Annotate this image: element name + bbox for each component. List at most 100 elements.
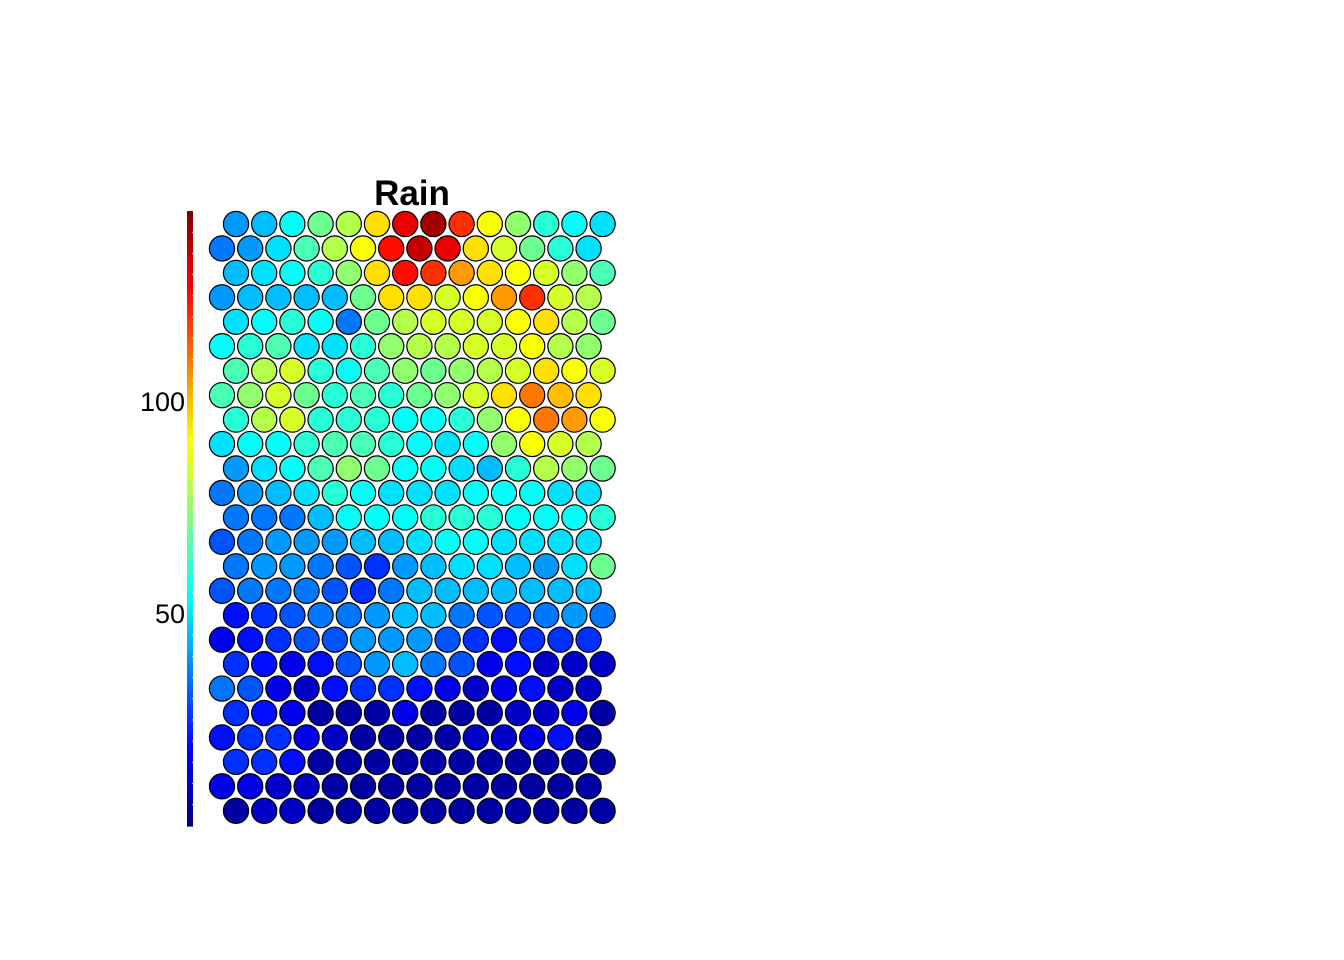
hex-cell xyxy=(575,284,602,311)
hex-cell xyxy=(490,333,518,360)
hex-cell xyxy=(335,308,362,335)
hex-cell xyxy=(335,406,362,433)
hex-cell xyxy=(251,308,278,335)
hex-cell xyxy=(349,479,377,507)
hex-cell xyxy=(307,797,334,825)
hex-cell xyxy=(448,797,475,825)
hex-cell xyxy=(561,210,588,238)
colorbar-segment xyxy=(187,590,193,596)
hex-cell xyxy=(208,577,236,604)
hex-cell xyxy=(335,357,362,384)
hex-cell xyxy=(434,577,461,604)
colorbar-segment xyxy=(187,544,193,550)
colorbar-segment xyxy=(187,385,193,391)
hex-cell xyxy=(222,553,250,580)
colorbar-segment xyxy=(187,528,193,535)
hex-cell xyxy=(321,773,348,800)
hex-cell xyxy=(392,602,419,629)
hex-cell xyxy=(420,406,447,433)
hex-cell xyxy=(349,235,377,262)
hex-cell xyxy=(236,528,264,556)
hex-cell xyxy=(392,699,419,727)
colorbar-segment xyxy=(187,605,193,612)
hex-cell xyxy=(349,528,377,556)
hex-cell xyxy=(349,675,377,702)
hex-cell xyxy=(533,357,560,384)
colorbar-segment xyxy=(187,236,193,243)
hex-cell xyxy=(279,553,306,580)
hex-cell xyxy=(265,284,292,311)
hex-cell xyxy=(462,577,489,604)
hex-cell xyxy=(476,210,503,238)
colorbar-segment xyxy=(187,738,193,745)
hex-cell xyxy=(406,430,433,458)
hex-cell xyxy=(236,773,264,800)
colorbar-segment xyxy=(187,272,193,279)
hex-cell xyxy=(448,650,475,678)
colorbar-segment xyxy=(187,231,193,238)
hex-cell xyxy=(251,259,278,287)
hex-cell xyxy=(575,773,602,800)
hex-cell xyxy=(265,430,292,458)
hex-cell xyxy=(547,381,574,409)
hex-cell xyxy=(589,455,616,482)
hex-cell xyxy=(307,602,334,629)
hex-cell xyxy=(236,479,264,507)
colorbar-segment xyxy=(187,785,193,791)
colorbar-segment xyxy=(187,339,193,345)
hex-cell xyxy=(519,284,546,311)
hex-cell xyxy=(222,308,250,335)
hex-cell xyxy=(434,235,461,262)
colorbar-segment xyxy=(187,395,193,402)
hex-cell xyxy=(589,650,616,678)
hex-cell xyxy=(434,479,461,507)
colorbar-segment xyxy=(187,723,193,730)
hex-cell xyxy=(236,235,264,262)
hex-cell xyxy=(392,797,419,825)
colorbar-segment xyxy=(187,718,193,725)
colorbar-segment xyxy=(187,241,193,248)
hex-cell xyxy=(462,479,489,507)
hex-cell xyxy=(335,210,362,238)
colorbar-ticks: 50 100 xyxy=(140,387,185,629)
hex-cell xyxy=(335,650,362,678)
hex-cell xyxy=(265,577,292,604)
colorbar-segment xyxy=(187,257,193,263)
hex-cell xyxy=(519,479,546,507)
hex-cell xyxy=(363,455,391,482)
hex-cell xyxy=(406,724,433,751)
hex-cell xyxy=(575,333,602,360)
hex-cell xyxy=(222,650,250,678)
hex-cell xyxy=(378,675,405,702)
hex-cell xyxy=(448,553,475,580)
colorbar-tick-label: 50 xyxy=(155,599,185,629)
colorbar-segment xyxy=(187,774,193,781)
hex-cell xyxy=(392,504,419,531)
hex-cell xyxy=(420,797,447,825)
hex-cell xyxy=(547,333,574,360)
hex-cell xyxy=(462,528,489,556)
hex-cell xyxy=(561,357,588,384)
hex-cell xyxy=(406,675,433,702)
colorbar-segment xyxy=(187,226,193,233)
hex-cell xyxy=(265,675,292,702)
hex-cell xyxy=(321,724,348,751)
colorbar-segment xyxy=(187,267,193,274)
colorbar-segment xyxy=(187,800,193,807)
hex-cell xyxy=(222,455,250,482)
hex-cell xyxy=(476,406,503,433)
hex-cell xyxy=(279,406,306,433)
hex-cell xyxy=(547,626,574,653)
colorbar-segment xyxy=(187,744,193,750)
hex-cell xyxy=(222,210,250,238)
hex-cell xyxy=(392,357,419,384)
hex-cell xyxy=(293,479,320,507)
colorbar-segment xyxy=(187,492,193,499)
hex-cell xyxy=(504,455,532,482)
hex-cell xyxy=(575,235,602,262)
hex-cell xyxy=(519,773,546,800)
hex-cell xyxy=(589,699,616,727)
hex-cell xyxy=(406,284,433,311)
colorbar-segment xyxy=(187,790,193,796)
colorbar-segment xyxy=(187,574,193,581)
